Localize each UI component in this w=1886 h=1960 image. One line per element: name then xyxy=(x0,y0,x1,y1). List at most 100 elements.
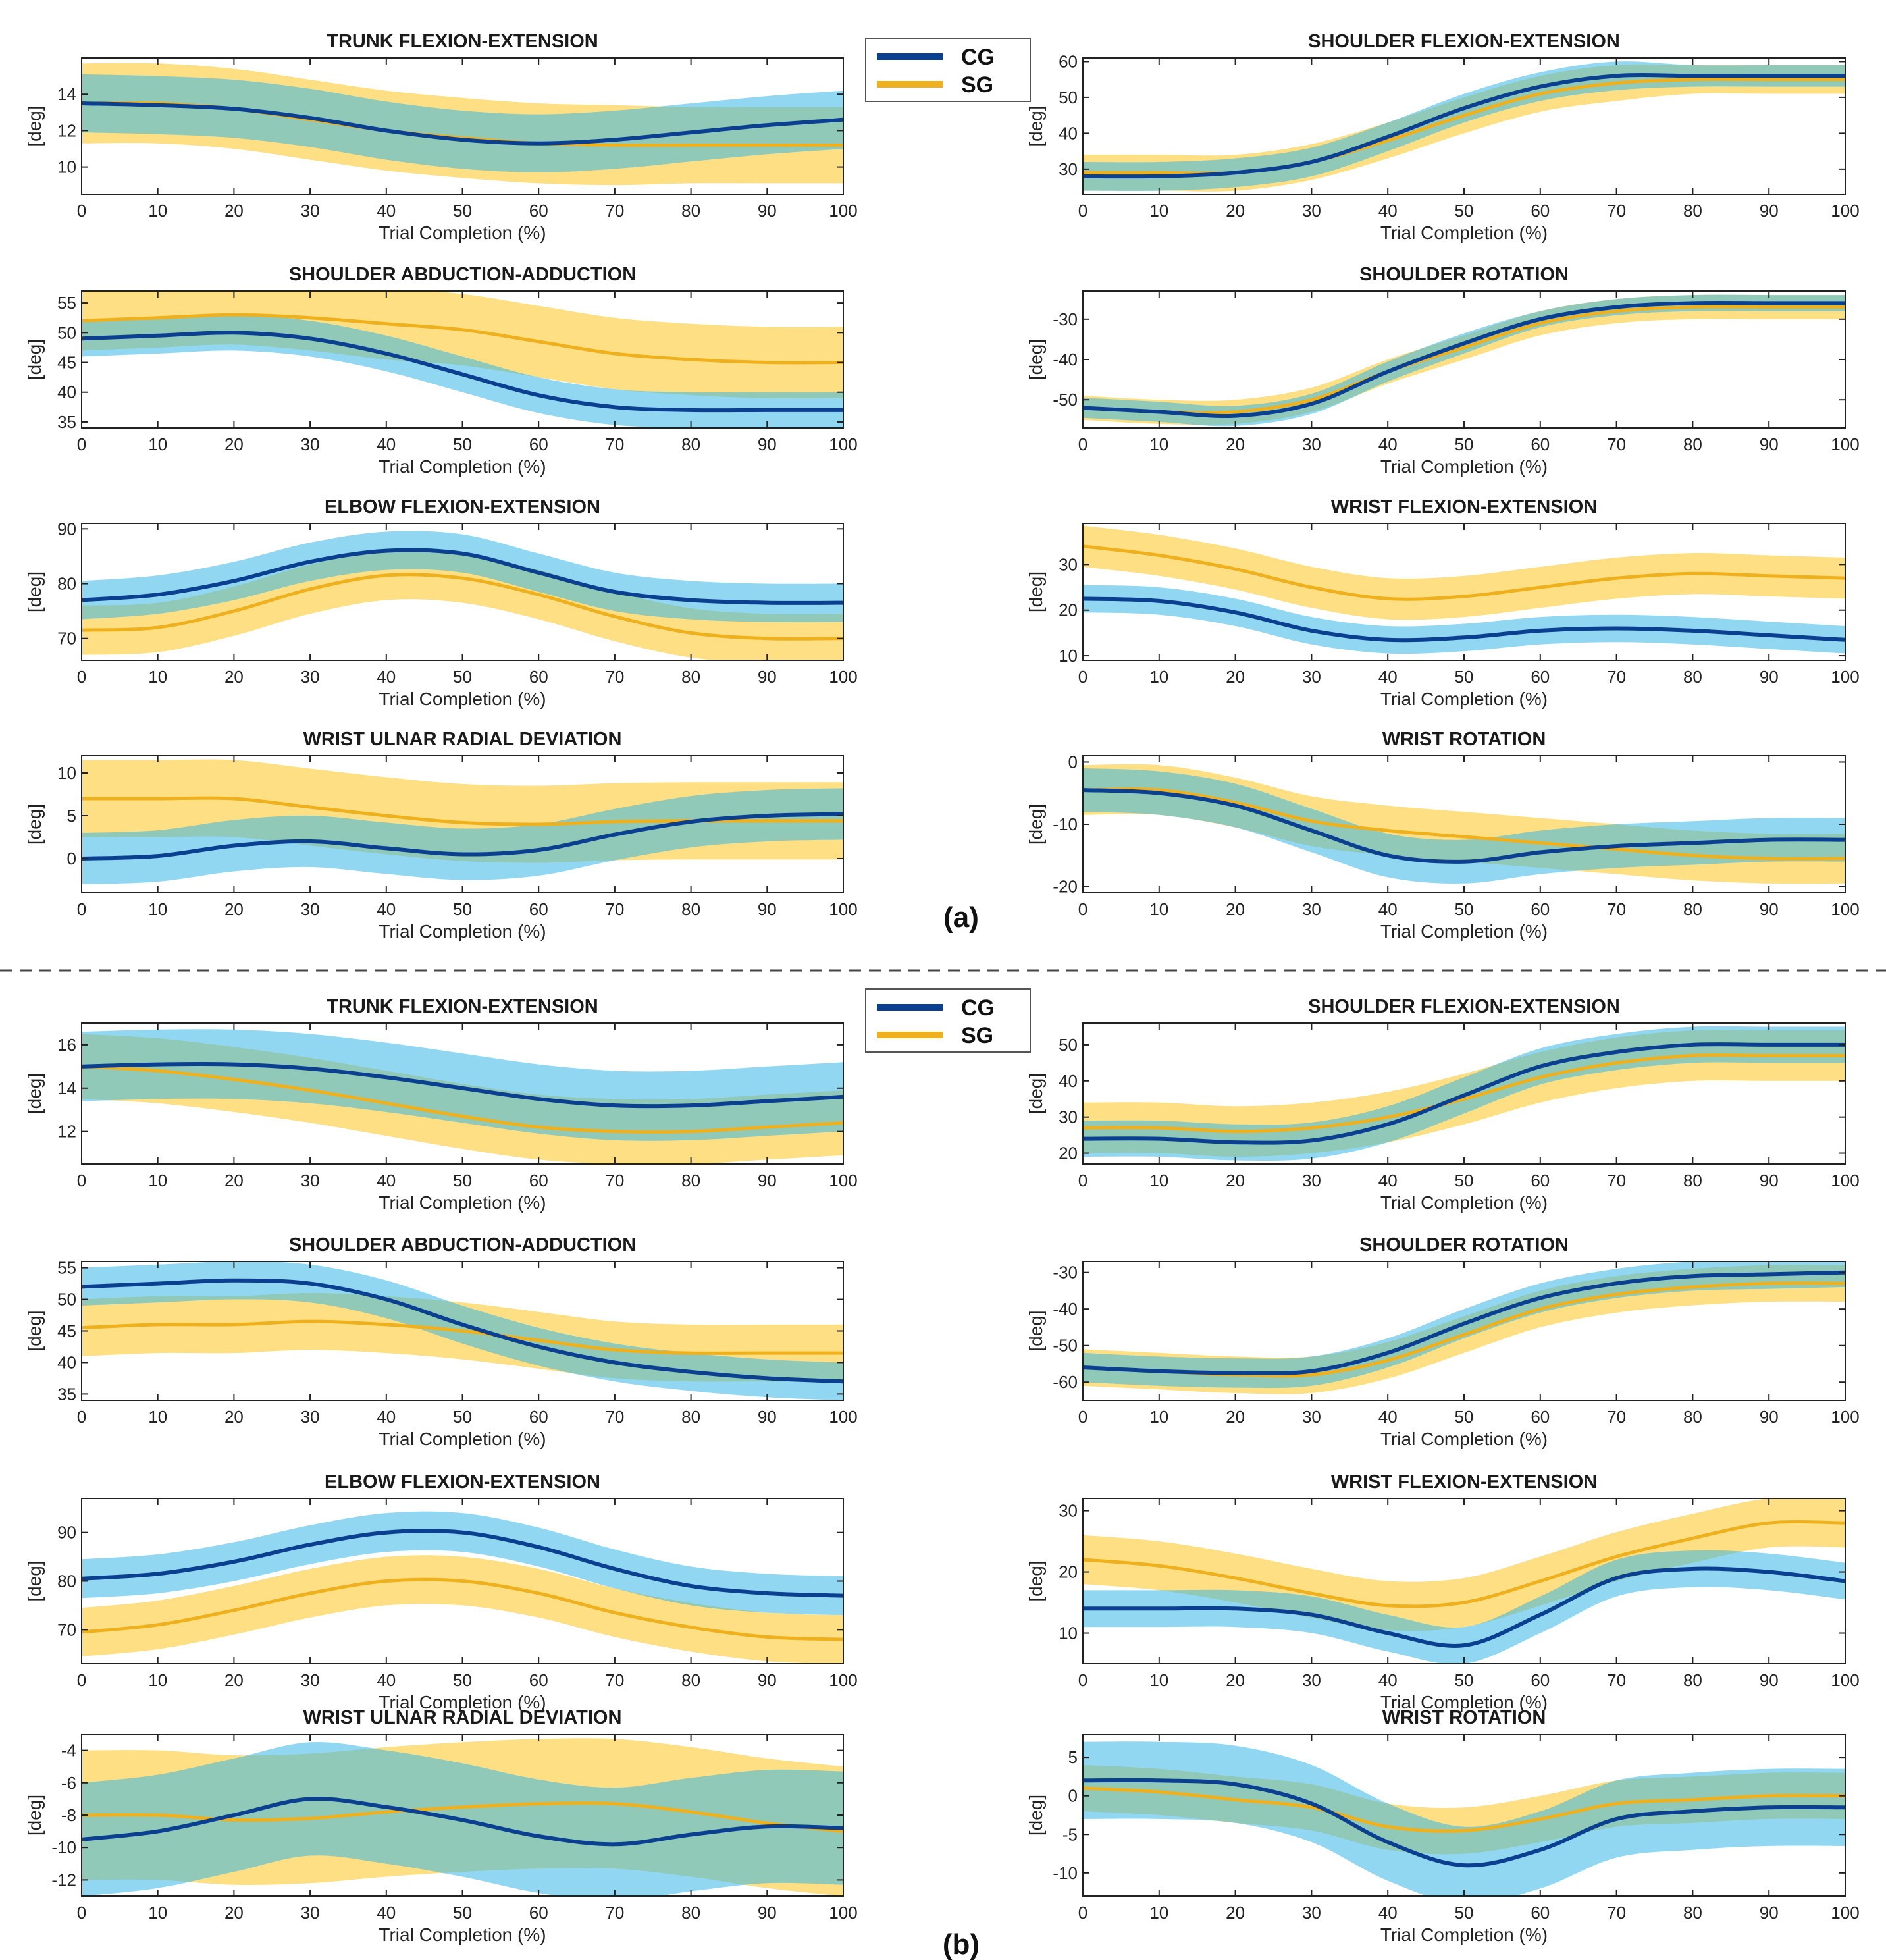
chart-title: WRIST ULNAR RADIAL DEVIATION xyxy=(303,729,622,750)
y-tick-label: -40 xyxy=(1053,1299,1078,1319)
x-tick-label: 0 xyxy=(1078,435,1087,454)
x-tick-label: 10 xyxy=(1149,1670,1168,1690)
panel-label-a: (a) xyxy=(943,901,979,934)
x-tick-label: 30 xyxy=(1302,1407,1321,1427)
x-tick-label: 100 xyxy=(1831,201,1859,221)
x-tick-label: 80 xyxy=(1683,1670,1702,1690)
x-tick-label: 100 xyxy=(1831,1407,1859,1427)
chart-b-2: 0 10 20 30 40 50 60 70 80 90 100 20 30 40 50 SHOULDER F… xyxy=(1026,996,1860,1213)
x-tick-label: 30 xyxy=(1302,667,1321,687)
legend-a: CG SG xyxy=(865,38,1031,102)
chart-title: SHOULDER ABDUCTION-ADDUCTION xyxy=(289,1234,636,1256)
x-tick-label: 10 xyxy=(148,1903,167,1922)
x-tick-label: 10 xyxy=(1149,1407,1168,1427)
x-tick-label: 90 xyxy=(758,1903,777,1922)
y-tick-label: 80 xyxy=(57,1572,76,1591)
band-cg xyxy=(82,531,843,623)
x-axis-label: Trial Completion (%) xyxy=(379,223,546,243)
x-tick-label: 10 xyxy=(148,1171,167,1190)
x-tick-label: 10 xyxy=(148,667,167,687)
x-tick-label: 40 xyxy=(377,1407,396,1427)
x-tick-label: 80 xyxy=(681,1670,700,1690)
x-tick-label: 100 xyxy=(829,1171,857,1190)
y-tick-label: 80 xyxy=(57,574,76,594)
y-tick-label: 12 xyxy=(57,120,76,140)
x-tick-label: 10 xyxy=(148,201,167,221)
y-axis-label: [deg] xyxy=(1026,1560,1046,1601)
x-tick-label: 40 xyxy=(1378,899,1398,919)
y-tick-label: -10 xyxy=(1053,1863,1078,1883)
y-tick-label: 45 xyxy=(57,353,76,373)
x-tick-label: 10 xyxy=(1149,1903,1168,1922)
x-tick-label: 0 xyxy=(1078,667,1087,687)
x-tick-label: 80 xyxy=(1683,899,1702,919)
line-cg xyxy=(82,812,843,861)
y-axis-label: [deg] xyxy=(1026,339,1046,380)
x-axis-label: Trial Completion (%) xyxy=(1380,1192,1548,1213)
y-tick-label: 30 xyxy=(1059,554,1078,574)
x-tick-label: 20 xyxy=(224,1407,244,1427)
chart-a-2: 0 10 20 30 40 50 60 70 80 90 100 30 40 50 60 SHOULDER F… xyxy=(1026,31,1860,243)
x-tick-label: 100 xyxy=(829,201,857,221)
y-tick-label: 0 xyxy=(1068,752,1078,772)
x-tick-label: 90 xyxy=(758,1171,777,1190)
y-axis-label: [deg] xyxy=(1026,105,1046,146)
x-tick-label: 30 xyxy=(301,1670,320,1690)
x-tick-label: 90 xyxy=(758,1407,777,1427)
line-cg xyxy=(1083,1270,1845,1375)
x-axis-label: Trial Completion (%) xyxy=(1380,1692,1548,1712)
y-axis-label: [deg] xyxy=(24,571,45,612)
y-tick-label: 20 xyxy=(1059,1562,1078,1582)
line-cg xyxy=(82,548,843,605)
x-tick-label: 60 xyxy=(529,1407,548,1427)
x-tick-label: 100 xyxy=(829,435,857,454)
x-tick-label: 70 xyxy=(1607,1903,1626,1922)
x-tick-label: 40 xyxy=(1378,1407,1398,1427)
x-tick-label: 70 xyxy=(605,1903,624,1922)
x-tick-label: 50 xyxy=(1455,1407,1474,1427)
plot-bands xyxy=(82,291,843,428)
plot-bands xyxy=(1083,1026,1845,1161)
y-tick-label: 90 xyxy=(57,519,76,539)
line-cg xyxy=(82,1061,843,1109)
x-tick-label: 50 xyxy=(453,1407,472,1427)
x-tick-label: 80 xyxy=(681,201,700,221)
line-cg xyxy=(1083,788,1845,864)
x-tick-label: 10 xyxy=(148,1407,167,1427)
plot-bands xyxy=(82,1029,843,1164)
x-tick-label: 40 xyxy=(377,1670,396,1690)
chart-a-5: 0 10 20 30 40 50 60 70 80 90 100 70 80 90 ELBOW FLEXIO… xyxy=(24,496,858,709)
y-tick-label: -30 xyxy=(1053,309,1078,329)
chart-title: WRIST ULNAR RADIAL DEVIATION xyxy=(303,1707,622,1728)
x-tick-label: 10 xyxy=(1149,201,1168,221)
x-tick-label: 10 xyxy=(1149,899,1168,919)
x-tick-label: 90 xyxy=(1760,201,1779,221)
y-tick-label: 5 xyxy=(67,806,76,826)
y-tick-label: 40 xyxy=(1059,1071,1078,1091)
x-tick-label: 10 xyxy=(1149,1171,1168,1190)
y-tick-label: -30 xyxy=(1053,1263,1078,1283)
y-tick-label: 10 xyxy=(57,763,76,783)
chart-a-3: 0 10 20 30 40 50 60 70 80 90 100 35 40 45 50 55 SHOULDER… xyxy=(24,264,858,477)
chart-b-3: 0 10 20 30 40 50 60 70 80 90 100 35 40 45 50 55 SHOULDER… xyxy=(24,1234,858,1449)
y-tick-label: 0 xyxy=(1068,1786,1078,1806)
x-tick-label: 50 xyxy=(453,201,472,221)
plot-bands xyxy=(82,531,843,660)
line-cg xyxy=(82,1278,843,1384)
x-tick-label: 70 xyxy=(605,667,624,687)
chart-title: WRIST FLEXION-EXTENSION xyxy=(1331,1471,1597,1493)
x-axis-label: Trial Completion (%) xyxy=(1380,223,1548,243)
x-tick-label: 50 xyxy=(453,667,472,687)
x-tick-label: 70 xyxy=(1607,899,1626,919)
x-tick-label: 80 xyxy=(681,435,700,454)
y-tick-label: 90 xyxy=(57,1523,76,1543)
y-tick-label: -12 xyxy=(51,1870,76,1890)
chart-title: TRUNK FLEXION-EXTENSION xyxy=(327,31,598,52)
x-tick-label: 20 xyxy=(224,1171,244,1190)
x-tick-label: 50 xyxy=(1455,667,1474,687)
x-tick-label: 20 xyxy=(1226,1407,1245,1427)
plot-bands xyxy=(1083,764,1845,884)
line-sg xyxy=(1083,1053,1845,1134)
y-tick-label: -60 xyxy=(1053,1372,1078,1392)
